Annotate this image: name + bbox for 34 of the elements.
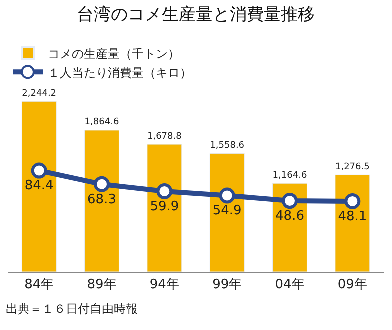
legend-label: １人当たり消費量（キロ） (48, 66, 192, 80)
x-tick-label: 84年 (24, 278, 54, 293)
point (31, 162, 48, 179)
chart-title: 台湾のコメ生産量と消費量推移 (77, 5, 315, 26)
point (94, 176, 110, 192)
x-tick-label: 04年 (275, 278, 305, 293)
x-tick-label: 09年 (338, 278, 368, 293)
data-label: 1,276.5 (335, 162, 370, 172)
x-tick-label: 89年 (87, 278, 117, 293)
data-label: 59.9 (150, 199, 180, 214)
bar (272, 183, 308, 272)
data-label: 48.6 (276, 208, 304, 224)
source-note: 出典＝１６日付自由時報 (6, 302, 138, 316)
data-label: 54.9 (212, 204, 242, 219)
bar (335, 174, 370, 272)
legend-label: コメの生産量（千トン） (48, 46, 180, 61)
point (156, 184, 173, 200)
x-tick-label: 94年 (150, 278, 180, 293)
point (219, 188, 236, 204)
data-label: 84.4 (24, 178, 54, 194)
bar (84, 130, 120, 272)
data-label: 1,164.6 (272, 170, 308, 181)
data-label: 1,558.6 (210, 140, 245, 151)
x-tick-label: 99年 (212, 278, 242, 293)
bar (210, 153, 245, 272)
data-label: 2,244.2 (22, 88, 57, 99)
data-label: 48.1 (338, 209, 368, 224)
bar (147, 144, 182, 272)
point (282, 193, 298, 210)
bar (22, 101, 57, 272)
point (344, 193, 361, 210)
data-label: 68.3 (88, 192, 116, 208)
data-label: 1,864.6 (84, 118, 120, 128)
data-label: 1,678.8 (147, 132, 182, 142)
